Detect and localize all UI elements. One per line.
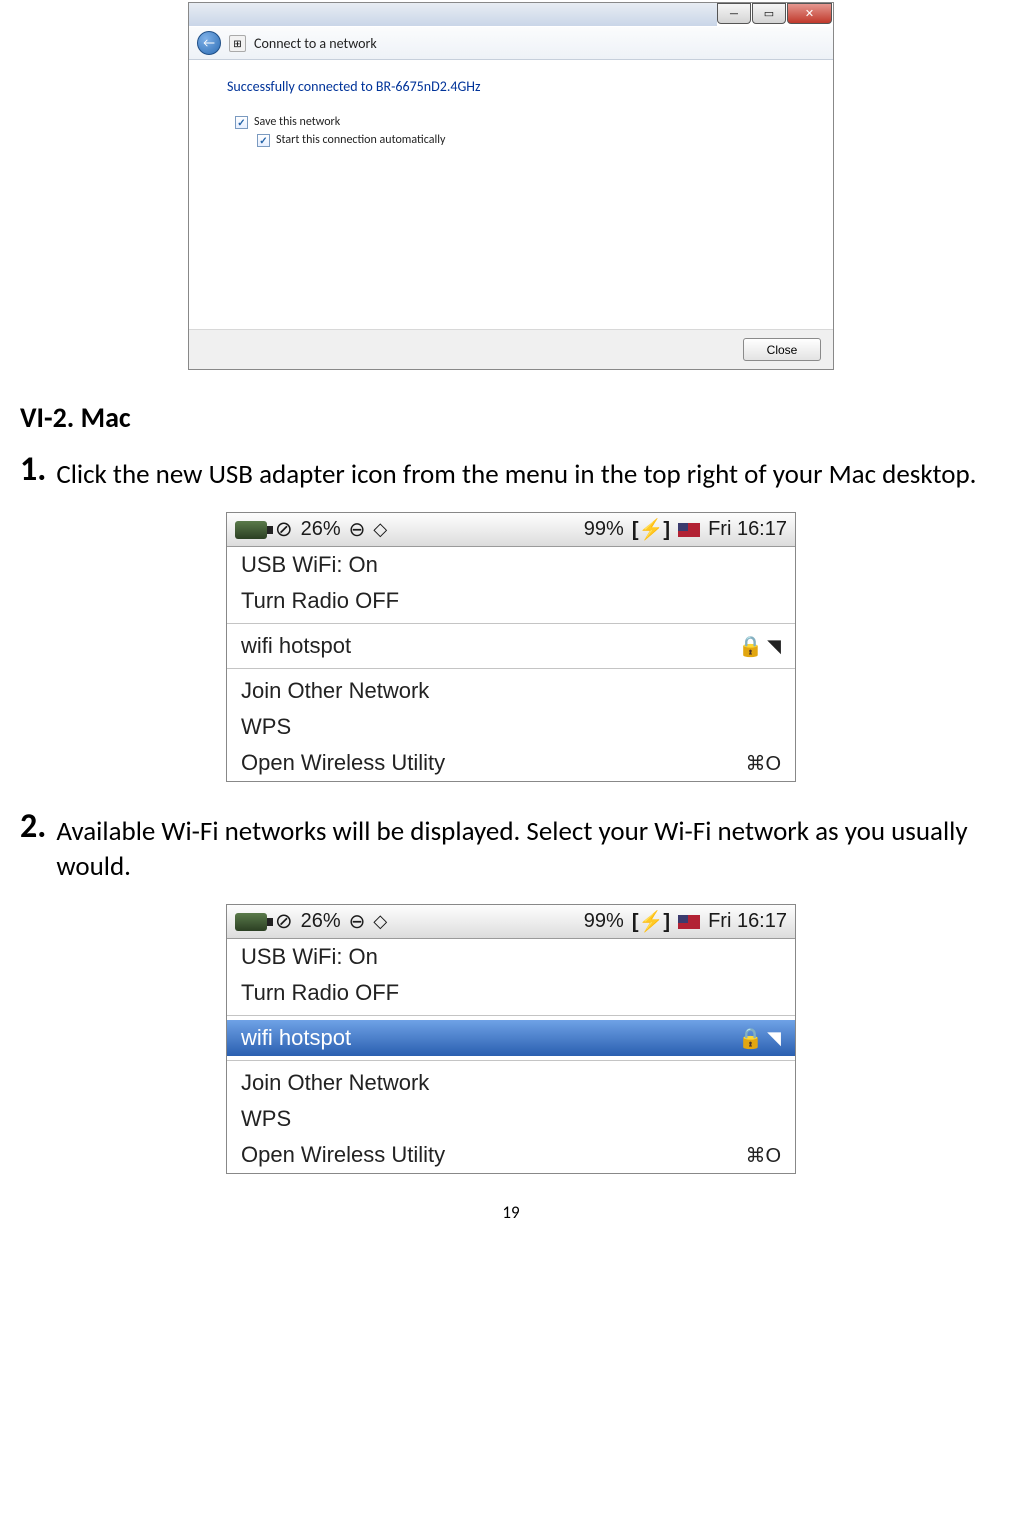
mac-menu-screenshot-1: ⊘ 26% ⊖ ◇ 99% [⚡] Fri 16:17 USB WiFi: On… <box>226 512 796 782</box>
open-wireless-utility[interactable]: Open Wireless Utility ⌘O <box>227 745 795 781</box>
mac-menubar: ⊘ 26% ⊖ ◇ 99% [⚡] Fri 16:17 <box>227 513 795 547</box>
wifi-status: USB WiFi: On <box>227 939 795 975</box>
turn-radio-off[interactable]: Turn Radio OFF <box>227 975 795 1011</box>
mac-menu-screenshot-2: ⊘ 26% ⊖ ◇ 99% [⚡] Fri 16:17 USB WiFi: On… <box>226 904 796 1174</box>
step-text: Click the new USB adapter icon from the … <box>56 453 976 492</box>
circle-icon: ⊖ <box>349 517 366 542</box>
separator <box>227 1015 795 1016</box>
close-button[interactable]: Close <box>743 338 821 361</box>
clock-time: Fri 16:17 <box>708 518 787 541</box>
wifi-signal-icon: ◥ <box>767 1028 781 1049</box>
battery-charging-icon: [⚡] <box>632 909 670 934</box>
wifi-network-item-selected[interactable]: wifi hotspot 🔒 ◥ <box>227 1020 795 1056</box>
windows-dialog: — ▭ ✕ ← ⊞ Connect to a network Successfu… <box>188 2 834 370</box>
lock-icon: 🔒 <box>738 634 763 659</box>
battery-charging-icon: [⚡] <box>632 517 670 542</box>
close-window-button[interactable]: ✕ <box>787 3 832 24</box>
keyboard-shortcut: ⌘O <box>745 751 781 776</box>
us-flag-icon <box>678 915 700 929</box>
wifi-outline-icon: ◇ <box>373 519 387 540</box>
arrow-left-icon: ← <box>203 36 215 51</box>
lock-icon: 🔒 <box>738 1026 763 1051</box>
battery-percent: 99% <box>584 910 624 933</box>
auto-connect-label: Start this connection automatically <box>276 133 445 147</box>
us-flag-icon <box>678 523 700 537</box>
menu-label: Open Wireless Utility <box>241 750 445 776</box>
page-number: 19 <box>20 1202 1002 1223</box>
wifi-network-item[interactable]: wifi hotspot 🔒 ◥ <box>227 628 795 664</box>
do-not-disturb-icon: ⊘ <box>275 517 293 542</box>
usb-adapter-icon[interactable] <box>235 521 267 539</box>
volume-percent: 26% <box>301 518 341 541</box>
wifi-outline-icon: ◇ <box>373 911 387 932</box>
success-message: Successfully connected to BR-6675nD2.4GH… <box>227 78 795 95</box>
checkbox-checked-icon[interactable]: ✓ <box>235 116 248 129</box>
usb-adapter-icon[interactable] <box>235 913 267 931</box>
separator <box>227 668 795 669</box>
wifi-status: USB WiFi: On <box>227 547 795 583</box>
checkbox-checked-icon[interactable]: ✓ <box>257 134 270 147</box>
step-text: Available Wi-Fi networks will be display… <box>56 810 1002 884</box>
back-button[interactable]: ← <box>197 31 221 55</box>
mac-menubar: ⊘ 26% ⊖ ◇ 99% [⚡] Fri 16:17 <box>227 905 795 939</box>
minimize-button[interactable]: — <box>717 3 751 24</box>
auto-connect-row[interactable]: ✓ Start this connection automatically <box>257 133 795 147</box>
clock-time: Fri 16:17 <box>708 910 787 933</box>
keyboard-shortcut: ⌘O <box>745 1143 781 1168</box>
step-number: 1. <box>20 453 46 487</box>
window-titlebar: — ▭ ✕ <box>189 3 833 26</box>
join-other-network[interactable]: Join Other Network <box>227 1065 795 1101</box>
network-name: wifi hotspot <box>241 633 351 659</box>
battery-percent: 99% <box>584 518 624 541</box>
window-toolbar: ← ⊞ Connect to a network <box>189 26 833 60</box>
turn-radio-off[interactable]: Turn Radio OFF <box>227 583 795 619</box>
step-number: 2. <box>20 810 46 844</box>
volume-percent: 26% <box>301 910 341 933</box>
dialog-title: Connect to a network <box>254 35 377 52</box>
separator <box>227 1060 795 1061</box>
network-icon: ⊞ <box>229 35 246 52</box>
do-not-disturb-icon: ⊘ <box>275 909 293 934</box>
wifi-signal-icon: ◥ <box>767 636 781 657</box>
step-2: 2. Available Wi-Fi networks will be disp… <box>20 810 1002 884</box>
network-name: wifi hotspot <box>241 1025 351 1051</box>
circle-icon: ⊖ <box>349 909 366 934</box>
maximize-button[interactable]: ▭ <box>752 3 786 24</box>
open-wireless-utility[interactable]: Open Wireless Utility ⌘O <box>227 1137 795 1173</box>
step-1: 1. Click the new USB adapter icon from t… <box>20 453 1002 492</box>
join-other-network[interactable]: Join Other Network <box>227 673 795 709</box>
save-network-row[interactable]: ✓ Save this network <box>235 115 795 129</box>
save-network-label: Save this network <box>254 115 340 129</box>
wps-item[interactable]: WPS <box>227 709 795 745</box>
section-heading: VI-2. Mac <box>20 400 1002 435</box>
separator <box>227 623 795 624</box>
wps-item[interactable]: WPS <box>227 1101 795 1137</box>
menu-label: Open Wireless Utility <box>241 1142 445 1168</box>
